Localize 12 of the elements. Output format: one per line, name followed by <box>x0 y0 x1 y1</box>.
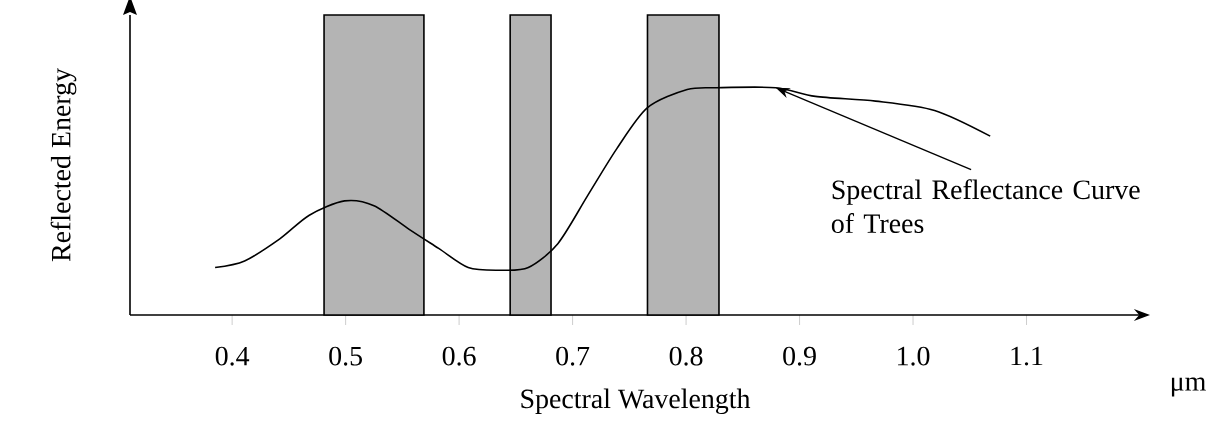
text: μm <box>1171 377 1206 397</box>
x-tick-label: 0.7 <box>556 346 590 366</box>
x-tick-label: 0.8 <box>669 346 703 366</box>
x-axis-title: Spectral Wavelength <box>521 388 751 415</box>
x-tick-label: 1.1 <box>1011 346 1043 366</box>
x-tick-label: 1.0 <box>898 346 930 366</box>
annotation: Spectral Reflectance Curve of Trees <box>831 179 1140 234</box>
x-tick-label: 0.6 <box>442 346 476 366</box>
x-tick-label: 0.4 <box>215 346 250 366</box>
x-tick-label: 0.9 <box>783 346 816 366</box>
y-axis-title: Reflected Energy <box>50 68 77 262</box>
x-tick-label: 0.5 <box>329 346 362 366</box>
